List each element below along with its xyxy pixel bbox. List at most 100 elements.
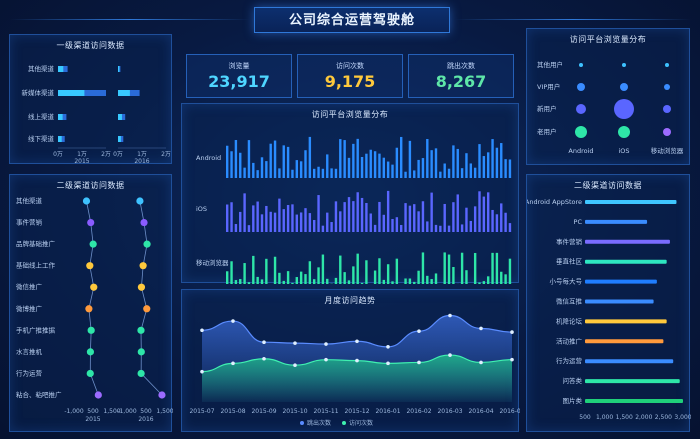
tick-label: 500	[87, 408, 99, 415]
bar	[439, 171, 442, 178]
x-tick-label: 2016-03	[437, 408, 462, 415]
bar	[352, 266, 355, 284]
bar	[495, 252, 499, 284]
bar	[282, 145, 285, 178]
kpi-value: 23,917	[208, 72, 270, 91]
monthly-trend-panel: 月度访问趋势 2015-07 2015-08 2015-09 2015-10 2015-…	[181, 289, 520, 432]
bar	[326, 154, 329, 178]
bar	[585, 239, 670, 244]
bar	[330, 222, 333, 232]
legend-label: 访问次数	[349, 419, 373, 427]
bubble	[579, 63, 583, 67]
bar	[404, 203, 407, 232]
bar	[326, 278, 329, 284]
category-label: 线上渠道	[28, 112, 55, 121]
bar	[243, 167, 246, 178]
bar	[460, 168, 464, 178]
bar	[234, 280, 238, 284]
bar	[243, 193, 246, 232]
bar	[299, 271, 303, 284]
tick-label: 3,000	[674, 414, 691, 421]
bar	[226, 271, 229, 284]
bar	[478, 144, 481, 178]
app-channel-panel: 二级渠道访问数据 Android AppStore PC 事件营销 垂直社区 小号每大号…	[526, 174, 691, 432]
bubble	[664, 84, 670, 90]
bar	[321, 254, 325, 284]
legend-marker	[300, 421, 304, 425]
bar	[343, 272, 346, 284]
tick-label: 1万	[77, 151, 87, 158]
app-channel-title: 二级渠道访问数据	[574, 181, 642, 190]
category-label: 活动推广	[556, 336, 583, 345]
bar	[365, 153, 368, 178]
data-point	[324, 357, 328, 362]
tick-label: 0万	[53, 151, 63, 158]
bar	[504, 212, 507, 232]
bubble	[575, 126, 587, 138]
bar	[443, 252, 446, 284]
group-label: 2015	[74, 158, 89, 165]
bar	[452, 202, 455, 232]
data-point	[82, 197, 91, 205]
data-point	[417, 360, 421, 365]
bar	[265, 205, 268, 232]
bar	[452, 266, 455, 284]
bar	[404, 278, 407, 284]
bar	[369, 213, 372, 232]
bar	[395, 147, 399, 178]
bar	[395, 217, 399, 232]
category-label: 事件营销	[556, 237, 583, 246]
data-point	[86, 369, 94, 378]
bar	[243, 263, 246, 284]
bar	[299, 161, 303, 178]
bar	[500, 271, 503, 284]
bar	[473, 167, 477, 178]
data-point	[158, 391, 166, 399]
bar	[304, 208, 307, 232]
bar	[430, 192, 433, 232]
bar	[585, 319, 667, 324]
series-line	[139, 200, 163, 396]
x-tick-label: 2016-04	[468, 408, 493, 415]
tick-label: 2万	[161, 151, 171, 158]
column-label: Android	[568, 147, 593, 155]
bar	[378, 201, 381, 232]
category-label: 水言推机	[16, 347, 43, 356]
bar	[585, 259, 667, 264]
bar	[404, 171, 407, 178]
x-tick-label: 2016-01	[375, 408, 400, 415]
bar	[417, 159, 420, 178]
data-point	[143, 305, 151, 313]
bar	[391, 281, 394, 284]
x-tick-label: 2015-12	[344, 408, 369, 415]
data-point	[200, 328, 204, 333]
data-point	[200, 369, 204, 374]
bar	[239, 211, 242, 232]
bar	[313, 168, 316, 178]
monthly-trend-title: 月度访问趋势	[324, 296, 376, 305]
bubble	[663, 128, 671, 136]
bar	[373, 224, 377, 232]
category-label: 图片类	[563, 396, 583, 405]
bubble	[665, 63, 669, 67]
bar	[356, 192, 359, 232]
bar	[356, 138, 359, 178]
bar	[295, 277, 298, 284]
bar	[282, 209, 285, 232]
bar	[317, 267, 320, 284]
bar	[347, 280, 351, 284]
bar	[226, 204, 229, 232]
data-point	[293, 341, 297, 345]
data-point	[417, 329, 421, 333]
bar	[313, 279, 316, 284]
bar	[378, 153, 381, 178]
bar	[465, 270, 468, 284]
bar	[434, 148, 438, 178]
bar	[585, 379, 680, 384]
bar	[286, 146, 290, 178]
bar	[426, 275, 429, 284]
bar	[291, 204, 294, 232]
group-label: 2015	[85, 416, 100, 423]
tick-label: -1,000	[64, 408, 84, 415]
bar	[291, 169, 294, 178]
